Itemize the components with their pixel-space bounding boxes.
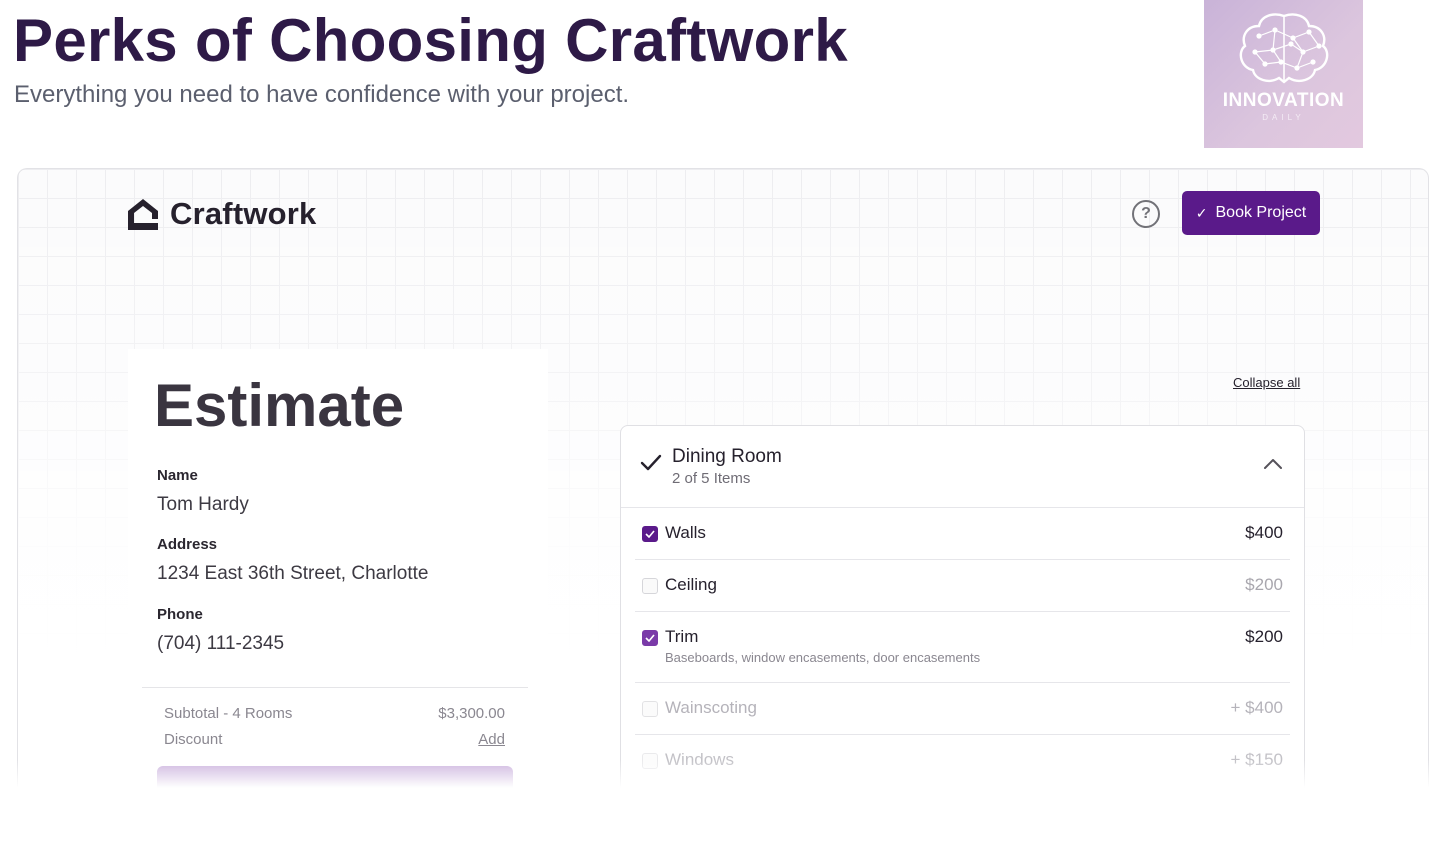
subtotal-value: $3,300.00	[438, 705, 505, 722]
item-price: + $400	[1230, 698, 1283, 717]
subtotal-label: Subtotal - 4 Rooms	[164, 705, 293, 722]
help-button[interactable]: ?	[1132, 200, 1160, 228]
phone-value: (704) 111-2345	[157, 633, 285, 654]
item-price: $200	[1245, 575, 1283, 594]
check-icon	[640, 454, 662, 471]
list-item[interactable]: Wainscoting + $400	[635, 683, 1290, 735]
discount-label: Discount	[164, 731, 223, 748]
add-discount-link[interactable]: Add	[478, 731, 505, 748]
item-description: Baseboards, window encasements, door enc…	[665, 650, 981, 665]
room-header[interactable]: Dining Room 2 of 5 Items	[621, 426, 1304, 508]
page-subtitle: Everything you need to have confidence w…	[14, 81, 630, 108]
bottom-fade	[0, 760, 1456, 859]
item-price: $400	[1245, 523, 1283, 542]
check-icon	[645, 530, 655, 538]
list-item[interactable]: Trim Baseboards, window encasements, doo…	[635, 612, 1290, 683]
brain-network-icon	[1239, 13, 1328, 84]
name-label: Name	[157, 467, 198, 484]
logo-text: Craftwork	[170, 196, 317, 231]
checkbox-unchecked[interactable]	[642, 578, 658, 594]
question-mark-icon: ?	[1141, 205, 1151, 222]
page-title: Perks of Choosing Craftwork	[13, 7, 848, 74]
phone-label: Phone	[157, 606, 203, 623]
estimate-title: Estimate	[154, 372, 405, 439]
craftwork-logo[interactable]: Craftwork	[126, 196, 317, 232]
list-item[interactable]: Ceiling $200	[635, 560, 1290, 612]
room-item-count: 2 of 5 Items	[672, 470, 751, 487]
collapse-all-link[interactable]: Collapse all	[1233, 375, 1301, 390]
badge-title: INNOVATION	[1222, 90, 1345, 111]
item-name: Trim	[665, 627, 699, 646]
address-label: Address	[157, 536, 218, 553]
check-icon	[645, 634, 655, 642]
room-title: Dining Room	[672, 446, 782, 467]
item-name: Ceiling	[665, 575, 717, 594]
address-value: 1234 East 36th Street, Charlotte	[157, 563, 429, 584]
chevron-up-icon[interactable]	[1263, 458, 1283, 470]
checkbox-unchecked[interactable]	[642, 701, 658, 717]
item-name: Walls	[665, 523, 706, 542]
name-value: Tom Hardy	[157, 494, 249, 515]
list-item[interactable]: Walls $400	[635, 508, 1290, 560]
book-project-label: Book Project	[1215, 204, 1307, 221]
badge-subtitle: DAILY	[1262, 113, 1305, 122]
checkbox-checked[interactable]	[642, 526, 658, 542]
book-project-button[interactable]: ✓ Book Project	[1182, 191, 1320, 235]
item-price: $200	[1245, 627, 1283, 646]
room-card: Dining Room 2 of 5 Items Walls $400 Ceil…	[620, 425, 1305, 789]
app-screenshot-frame: Craftwork ? ✓ Book Project Estimate Name…	[17, 168, 1429, 789]
estimate-panel	[128, 349, 548, 789]
checkbox-checked[interactable]	[642, 630, 658, 646]
check-icon: ✓	[1195, 204, 1208, 221]
summary-divider	[142, 687, 528, 688]
item-name: Wainscoting	[665, 698, 757, 717]
innovation-daily-badge: INNOVATION DAILY	[1204, 0, 1363, 148]
house-icon	[128, 199, 158, 230]
